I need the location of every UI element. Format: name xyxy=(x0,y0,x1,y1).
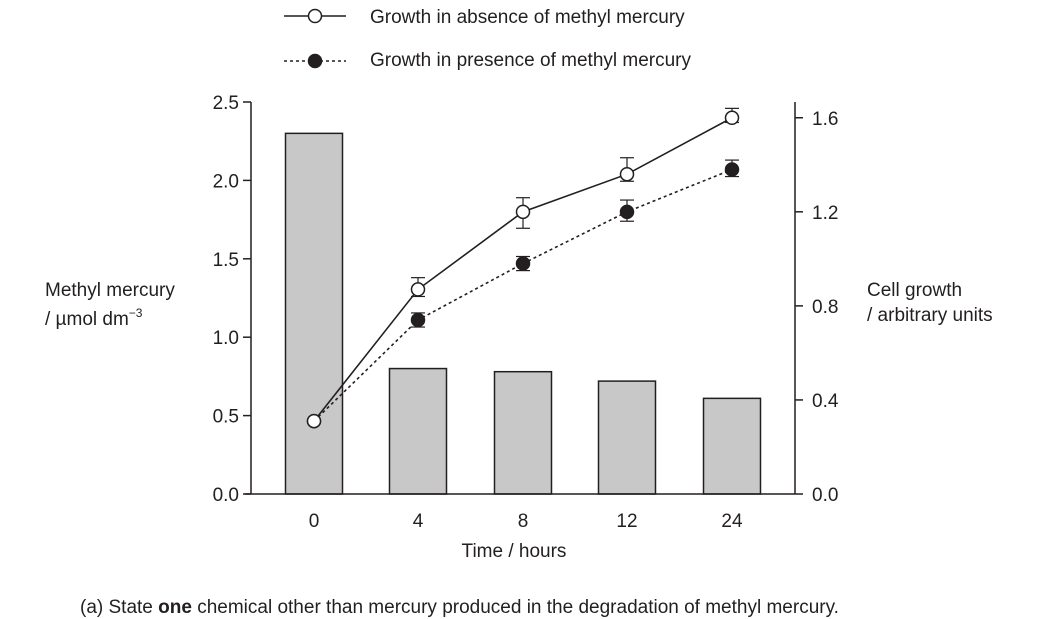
bar-time-24 xyxy=(702,397,762,495)
bar-time-0 xyxy=(284,132,344,495)
bar-time-12 xyxy=(597,380,657,495)
question-text: (a) State one chemical other than mercur… xyxy=(80,597,839,619)
left-tick-label: 0.5 xyxy=(213,407,239,428)
right-tick-label: 1.6 xyxy=(812,109,838,130)
question-suffix: chemical other than mercury produced in … xyxy=(191,597,839,618)
point-absence-4 xyxy=(410,282,426,297)
point-absence-12 xyxy=(619,166,635,182)
point-presence-12 xyxy=(619,204,635,220)
point-absence-8 xyxy=(515,204,531,220)
point-presence-24 xyxy=(724,162,740,177)
x-axis-title: Time / hours xyxy=(462,541,567,562)
x-tick-label: 12 xyxy=(616,511,637,532)
legend-marker-presence xyxy=(307,53,323,69)
x-tick-label: 8 xyxy=(518,511,529,532)
question-prefix: (a) State xyxy=(80,597,159,618)
right-tick-label: 1.2 xyxy=(812,203,838,224)
left-tick-label: 2.0 xyxy=(213,171,239,192)
legend-label-absence: Growth in absence of methyl mercury xyxy=(370,7,685,28)
question-bold: one xyxy=(158,597,192,618)
right-tick-label: 0.8 xyxy=(812,297,838,318)
right-axis-title-line2: / arbitrary units xyxy=(867,305,993,326)
x-axis-ticks: 0 4 8 12 24 xyxy=(309,511,743,532)
left-tick-label: 1.0 xyxy=(213,328,239,349)
right-axis-ticks: 0.0 0.4 0.8 1.2 1.6 xyxy=(795,109,839,506)
left-axis-ticks: 0.0 0.5 1.0 1.5 2.0 2.5 xyxy=(213,93,251,506)
legend: Growth in absence of methyl mercury Grow… xyxy=(284,7,692,71)
legend-marker-absence xyxy=(307,8,323,24)
bar-time-4 xyxy=(388,367,448,495)
bar-group xyxy=(284,132,762,495)
left-tick-label: 2.5 xyxy=(213,93,239,114)
x-tick-label: 4 xyxy=(413,511,424,532)
point-absence-24 xyxy=(724,110,740,126)
right-axis-title-line1: Cell growth xyxy=(867,280,962,301)
legend-label-presence: Growth in presence of methyl mercury xyxy=(370,50,692,71)
left-tick-label: 1.5 xyxy=(213,250,239,271)
x-tick-label: 0 xyxy=(309,511,320,532)
right-tick-label: 0.0 xyxy=(812,485,838,506)
x-tick-label: 24 xyxy=(721,511,743,532)
left-axis-title-line1: Methyl mercury xyxy=(45,280,175,301)
bar-time-8 xyxy=(493,370,553,495)
left-axis-title-line2: / µmol dm−3 xyxy=(45,306,143,330)
point-presence-8 xyxy=(515,256,531,271)
left-axis-unit-superscript: −3 xyxy=(129,306,143,320)
left-tick-label: 0.0 xyxy=(213,485,239,506)
point-absence-0 xyxy=(306,413,322,429)
right-tick-label: 0.4 xyxy=(812,391,839,412)
point-presence-4 xyxy=(410,312,426,328)
series-markers xyxy=(306,110,740,429)
left-axis-unit: / µmol dm xyxy=(45,309,129,330)
